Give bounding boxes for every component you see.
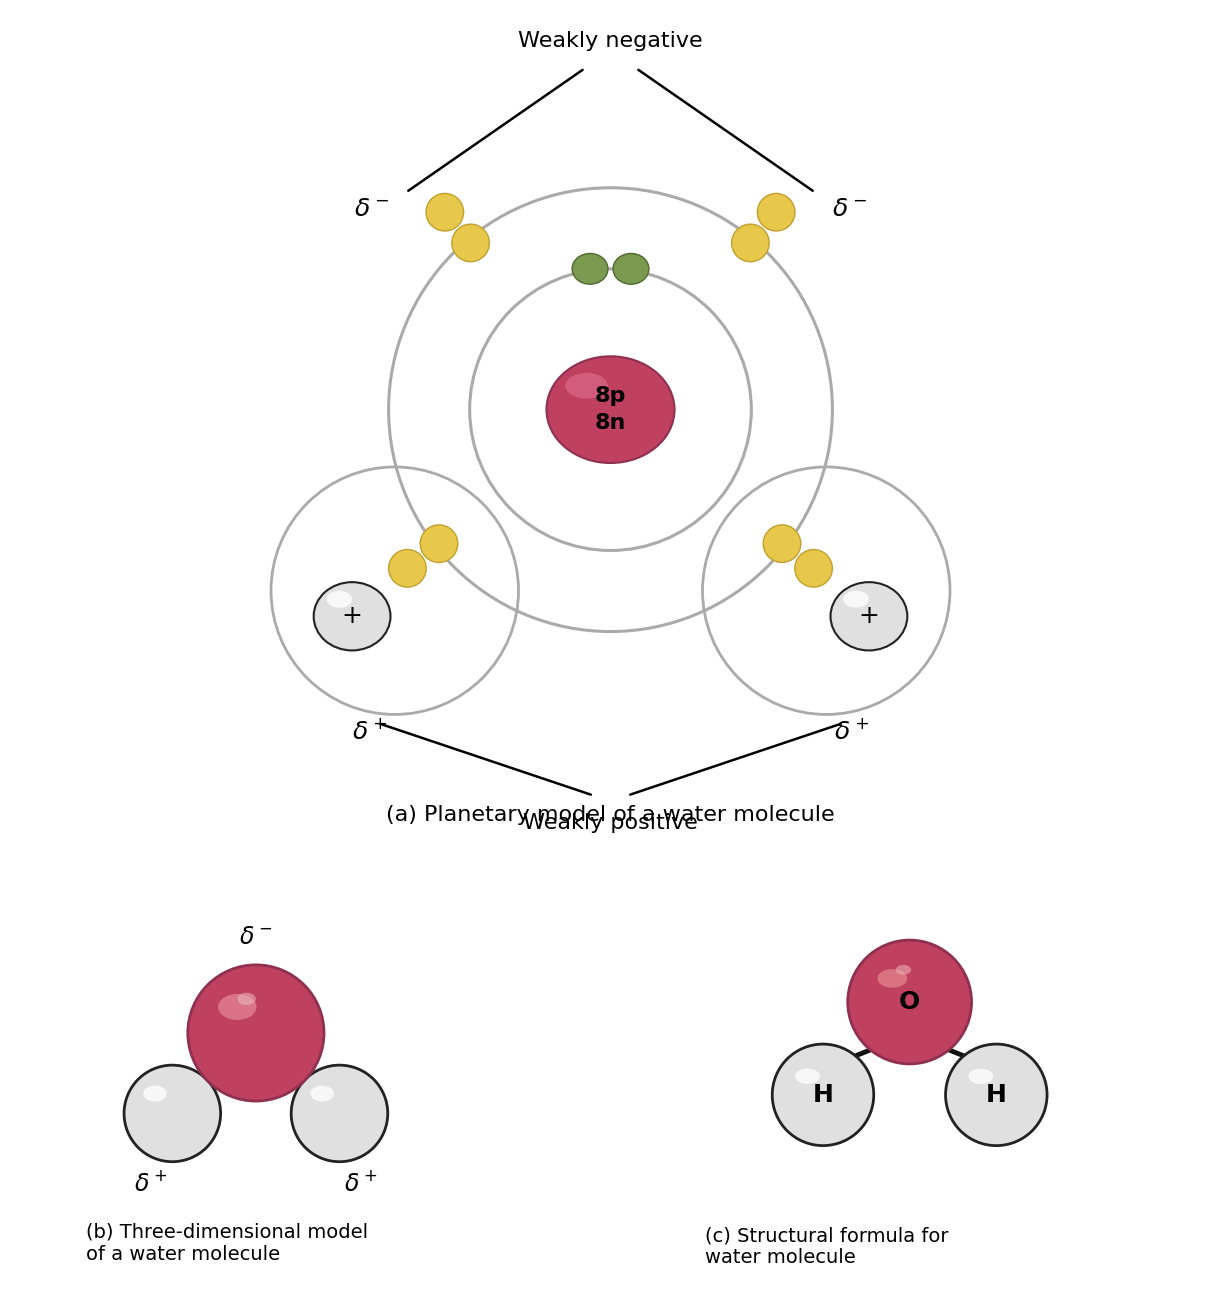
Text: Weakly negative: Weakly negative [518,32,703,51]
Text: $\boldsymbol{\delta^-}$: $\boldsymbol{\delta^-}$ [354,197,389,222]
Ellipse shape [143,1086,167,1102]
Ellipse shape [968,1069,993,1085]
Text: +: + [342,604,363,629]
Text: $\boldsymbol{\delta^-}$: $\boldsymbol{\delta^-}$ [832,197,867,222]
Ellipse shape [795,1069,819,1085]
Circle shape [772,1044,874,1146]
Text: H: H [985,1083,1007,1107]
Ellipse shape [573,253,608,284]
Ellipse shape [795,550,833,587]
Text: (c) Structural formula for
water molecule: (c) Structural formula for water molecul… [706,1226,949,1267]
Ellipse shape [763,525,801,562]
Ellipse shape [613,253,648,284]
Text: O: O [899,990,921,1014]
Circle shape [847,940,972,1064]
Ellipse shape [878,969,907,987]
Text: H: H [812,1083,834,1107]
Circle shape [188,965,324,1102]
Ellipse shape [452,225,490,261]
Ellipse shape [420,525,458,562]
Ellipse shape [896,965,911,974]
Ellipse shape [844,591,869,608]
Ellipse shape [547,356,674,463]
Text: $\boldsymbol{\delta^+}$: $\boldsymbol{\delta^+}$ [344,1171,377,1196]
Circle shape [945,1044,1048,1146]
Ellipse shape [310,1086,333,1102]
Ellipse shape [426,193,464,231]
Circle shape [125,1065,221,1162]
Text: $\boldsymbol{\delta^+}$: $\boldsymbol{\delta^+}$ [352,720,387,744]
Text: $\boldsymbol{\delta^+}$: $\boldsymbol{\delta^+}$ [834,720,869,744]
Text: (b) Three-dimensional model
of a water molecule: (b) Three-dimensional model of a water m… [85,1222,368,1264]
Ellipse shape [388,550,426,587]
Ellipse shape [731,225,769,261]
Ellipse shape [757,193,795,231]
Ellipse shape [830,582,907,650]
Ellipse shape [326,591,352,608]
Ellipse shape [237,993,256,1006]
Ellipse shape [314,582,391,650]
Text: +: + [858,604,879,629]
Ellipse shape [565,373,608,399]
Circle shape [291,1065,388,1162]
Text: $\boldsymbol{\delta^+}$: $\boldsymbol{\delta^+}$ [134,1171,167,1196]
Text: 8p
8n: 8p 8n [595,386,626,433]
Text: $\boldsymbol{\delta^-}$: $\boldsymbol{\delta^-}$ [239,926,272,949]
Text: (a) Planetary model of a water molecule: (a) Planetary model of a water molecule [386,805,835,825]
Text: Weakly positive: Weakly positive [523,813,698,832]
Ellipse shape [219,994,256,1020]
